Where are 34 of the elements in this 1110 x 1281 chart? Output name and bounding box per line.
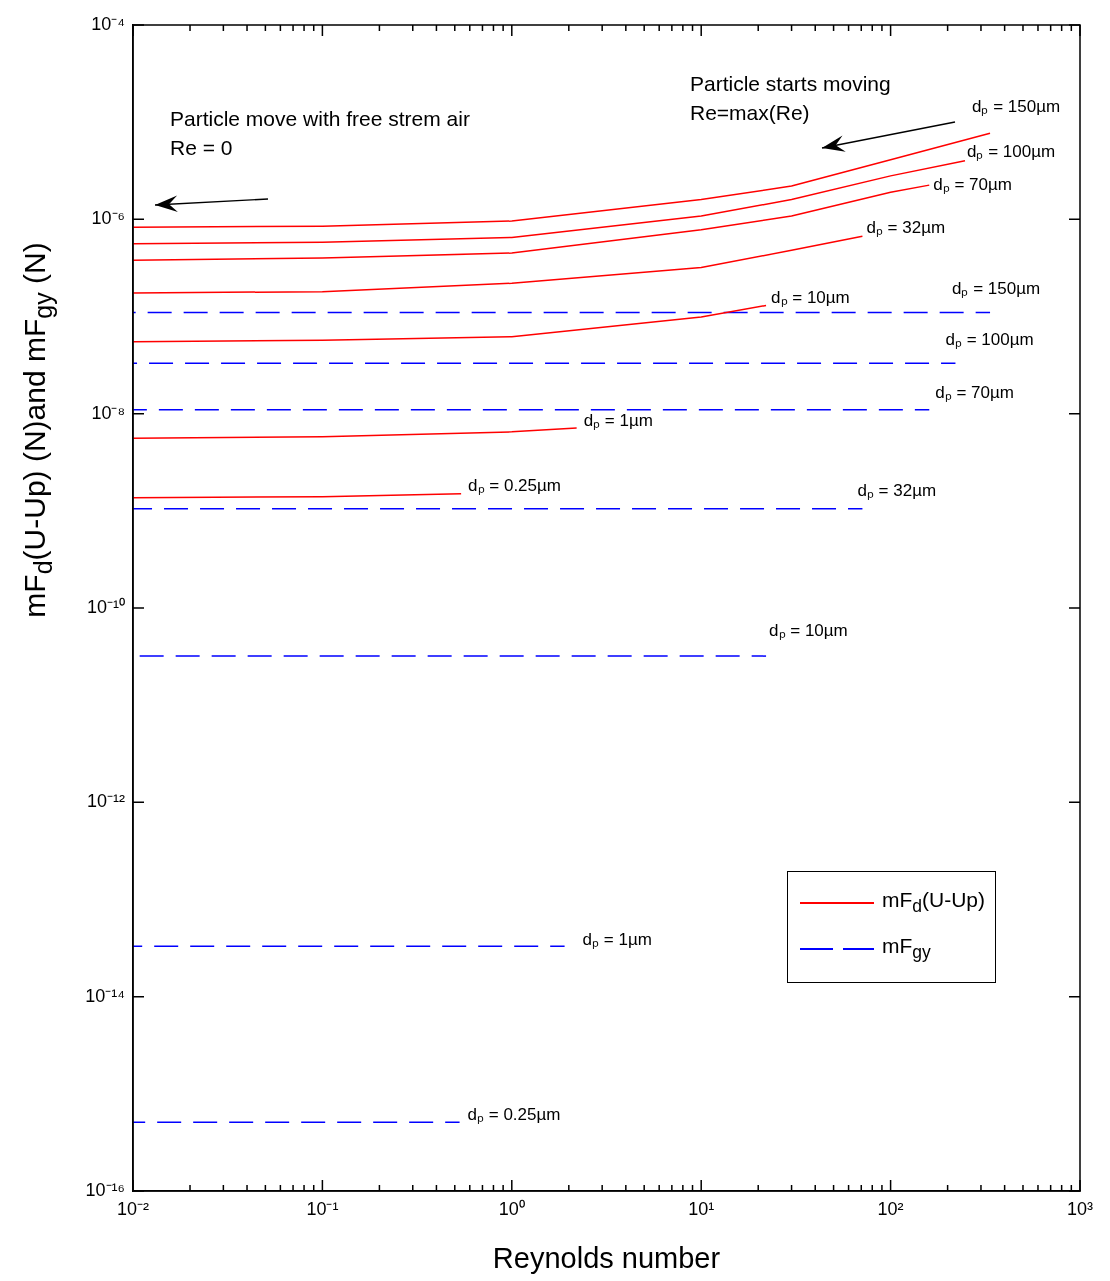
x-axis-title: Reynolds number [492, 1241, 721, 1274]
annotation: dₚ = 32µm [857, 481, 937, 502]
annotation: dₚ = 10µm [769, 620, 848, 641]
annotation: dₚ = 0.25µm [467, 1104, 561, 1125]
x-tick-label: 10¹ [688, 1198, 715, 1219]
annotation: dₚ = 1µm [582, 929, 652, 950]
x-tick-label: 10² [877, 1198, 904, 1219]
y-tick-label: 10⁻¹⁴ [85, 985, 125, 1006]
annotation: dₚ = 32µm [866, 217, 946, 238]
annotation: Re=max(Re) [690, 100, 810, 124]
y-tick-label: 10⁻⁴ [91, 13, 125, 34]
annotation: Re = 0 [170, 135, 233, 159]
annotation: dₚ = 100µm [945, 329, 1034, 350]
y-tick-label: 10⁻⁶ [91, 208, 125, 229]
legend-label: mF$_{d}$(U-Up) [881, 888, 985, 918]
annotation: Particle starts moving [690, 71, 891, 95]
x-tick-label: 10⁻² [116, 1198, 150, 1219]
x-tick-label: 10³ [1066, 1198, 1094, 1219]
y-tick-label: 10⁻⁸ [91, 402, 125, 423]
annotation: dₚ = 150µm [972, 96, 1061, 117]
annotation: Particle move with free strem air [170, 106, 470, 130]
annotation: dₚ = 70µm [935, 383, 1014, 404]
y-tick-label: 10⁻¹⁰ [86, 596, 125, 617]
x-tick-label: 10⁻¹ [306, 1198, 339, 1219]
annotation: dₚ = 1µm [583, 410, 653, 431]
y-tick-label: 10⁻¹⁶ [85, 1179, 125, 1200]
annotation: dₚ = 10µm [771, 288, 850, 309]
annotation: dₚ = 150µm [952, 279, 1041, 300]
annotation: dₚ = 0.25µm [468, 476, 561, 497]
annotation: dₚ = 100µm [966, 141, 1056, 162]
annotation: dₚ = 70µm [933, 174, 1012, 195]
y-tick-label: 10⁻¹² [86, 791, 125, 812]
legend-label: mF$_{gy}$ [881, 934, 931, 964]
x-tick-label: 10⁰ [498, 1198, 525, 1219]
